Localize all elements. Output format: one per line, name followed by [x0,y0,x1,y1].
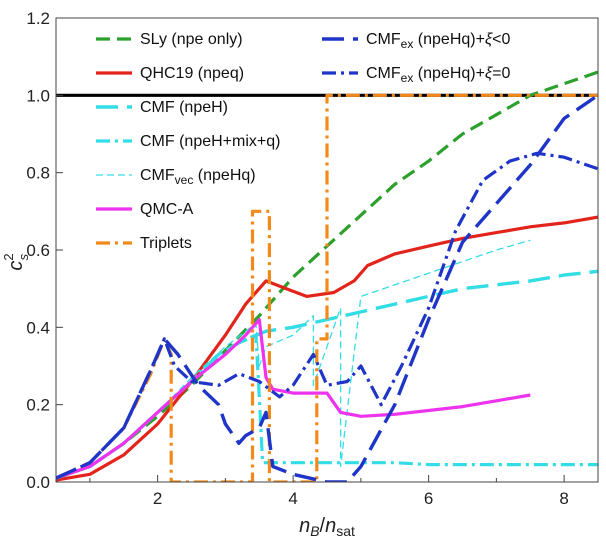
legend-label: CMF (npeH+mix+q) [140,133,280,150]
legend-label: CMFex (npeHq)+ξ=0 [366,65,510,85]
x-tick-label: 8 [559,489,568,508]
y-tick-label: 0.6 [26,241,50,260]
y-tick-label: 0.2 [26,396,50,415]
legend-item-cmfvec-npehq: CMFvec (npeHq) [96,167,256,187]
legend-label: QHC19 (npeq) [140,65,244,82]
legend-label: Triplets [140,235,192,252]
x-tick-label: 6 [424,489,433,508]
legend-label: CMFex (npeHq)+ξ<0 [366,31,510,51]
legend-label: CMF (npeH) [140,99,228,116]
legend-item-sly-npe-only: SLy (npe only) [96,31,243,48]
legend-layer: SLy (npe only) QHC19 (npeq) CMF (npeH) CMF … [96,31,510,252]
axis-labels: nB/nsat c2s [1,253,355,539]
series-line-cmf-npeh-mix-q [56,333,598,480]
legend-item-qhc19-npeq: QHC19 (npeq) [96,65,244,82]
legend-item-qmc-a: QMC-A [96,201,194,218]
series-line-sly-npe-only [56,70,598,480]
legend-item-triplets: Triplets [96,235,192,252]
series-line-qhc19-npeq [56,215,598,482]
ticks-layer: 2 4 6 8 0.0 0.2 0.4 0.6 0.8 1.0 1.2 [26,9,569,508]
x-axis-label: nB/nsat [299,515,355,539]
y-axis-label: c2s [1,253,31,270]
x-tick-label: 2 [153,489,162,508]
legend-item-cmfex-npehq-0: CMFex (npeHq)+ξ=0 [322,65,510,85]
series-layer [56,70,598,482]
y-tick-label: 0.4 [26,318,50,337]
legend-label: CMFvec (npeHq) [140,167,256,187]
plot-frame [55,17,599,483]
series-line-cmf-npeh [56,269,598,480]
legend-label: QMC-A [140,201,194,218]
svg-text:c2s: c2s [1,253,31,270]
legend-item-cmf-npeh: CMF (npeH) [96,99,228,116]
x-tick-label: 4 [288,489,297,508]
y-tick-label: 1.2 [26,9,50,28]
y-tick-label: 0.0 [26,473,50,492]
legend-item-cmf-npeh-mix-q: CMF (npeH+mix+q) [96,133,280,150]
series-line-triplets [56,93,598,482]
series-line-cmfex-npehq-0 [56,93,598,482]
y-tick-label: 1.0 [26,86,50,105]
legend-item-cmfex-npehq-0: CMFex (npeHq)+ξ<0 [322,31,510,51]
series-line-cmfex-npehq-0 [56,151,598,480]
y-tick-label: 0.8 [26,164,50,183]
series-line-qmc-a [56,318,531,480]
legend-label: SLy (npe only) [140,31,243,48]
